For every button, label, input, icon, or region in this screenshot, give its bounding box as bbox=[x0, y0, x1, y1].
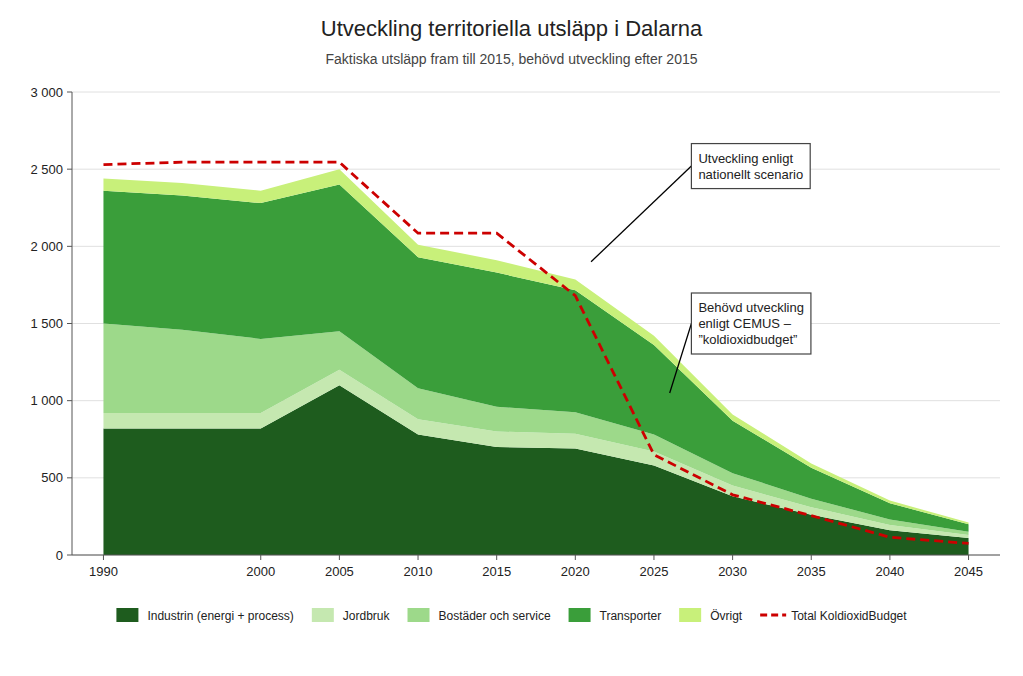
x-tick-label: 1990 bbox=[89, 564, 118, 579]
y-tick bbox=[67, 246, 72, 247]
x-tick bbox=[103, 555, 104, 560]
x-tick-label: 2035 bbox=[797, 564, 826, 579]
legend-item: Jordbruk bbox=[312, 608, 391, 623]
x-tick bbox=[418, 555, 419, 560]
y-tick-label: 1 000 bbox=[30, 393, 63, 408]
title: Utveckling territoriella utsläpp i Dalar… bbox=[321, 16, 703, 41]
y-tick bbox=[67, 323, 72, 324]
legend-swatch bbox=[408, 608, 430, 622]
annotation: Behövd utvecklingenligt CEMUS –”koldioxi… bbox=[670, 293, 811, 393]
y-tick-label: 2 000 bbox=[30, 239, 63, 254]
y-tick bbox=[67, 555, 72, 556]
grid-line bbox=[72, 169, 1000, 170]
legend-label: Bostäder och service bbox=[439, 609, 551, 623]
x-axis-line bbox=[72, 555, 1000, 556]
y-tick-label: 0 bbox=[56, 548, 63, 563]
legend-label: Industrin (energi + process) bbox=[147, 609, 293, 623]
legend: Industrin (energi + process) Jordbruk Bost… bbox=[116, 608, 907, 623]
x-tick bbox=[496, 555, 497, 560]
legend-label: Total KoldioxidBudget bbox=[791, 609, 907, 623]
x-tick-label: 2020 bbox=[561, 564, 590, 579]
legend-swatch bbox=[116, 608, 138, 622]
plot-data bbox=[103, 162, 968, 555]
annotation-text: Behövd utvecklingenligt CEMUS –”koldioxi… bbox=[698, 300, 804, 347]
x-tick bbox=[575, 555, 576, 560]
legend-label: Transporter bbox=[600, 609, 662, 623]
chart: Utveckling territoriella utsläpp i Dalar… bbox=[0, 0, 1023, 676]
area bbox=[103, 169, 968, 524]
y-tick bbox=[67, 400, 72, 401]
y-tick bbox=[67, 92, 72, 93]
annotation-arrow bbox=[670, 324, 692, 393]
x-tick-label: 2025 bbox=[640, 564, 669, 579]
x-tick-label: 2010 bbox=[404, 564, 433, 579]
line bbox=[103, 162, 968, 543]
y-tick bbox=[67, 169, 72, 170]
x-tick-label: 2045 bbox=[954, 564, 983, 579]
legend-item: Övrigt bbox=[679, 608, 743, 623]
grid-line bbox=[72, 92, 1000, 93]
y-tick-label: 2 500 bbox=[30, 162, 63, 177]
legend-item: Bostäder och service bbox=[408, 608, 551, 623]
x-tick bbox=[339, 555, 340, 560]
legend-swatch bbox=[569, 608, 591, 622]
legend-line bbox=[760, 614, 786, 617]
x-tick-label: 2000 bbox=[246, 564, 275, 579]
annotation-box bbox=[691, 293, 811, 354]
legend-label: Jordbruk bbox=[343, 609, 391, 623]
x-tick bbox=[811, 555, 812, 560]
legend-item: Total KoldioxidBudget bbox=[760, 609, 907, 623]
legend-label: Övrigt bbox=[710, 609, 743, 623]
x-tick bbox=[653, 555, 654, 560]
x-tick bbox=[889, 555, 890, 560]
annotation-box bbox=[691, 144, 810, 189]
annotation-text: Utveckling enligtnationellt scenario bbox=[698, 151, 803, 182]
x-tick bbox=[732, 555, 733, 560]
legend-swatch bbox=[312, 608, 334, 622]
y-tick bbox=[67, 477, 72, 478]
legend-swatch bbox=[679, 608, 701, 622]
y-tick-label: 500 bbox=[41, 470, 63, 485]
grid-line bbox=[72, 555, 1000, 556]
x-tick-label: 2040 bbox=[875, 564, 904, 579]
annotations: Utveckling enligtnationellt scenario Behö… bbox=[591, 144, 811, 393]
axes: 1990 2000 2005 2010 2015 2020 2025 2030 2035 2040… bbox=[30, 85, 1000, 580]
x-tick-label: 2030 bbox=[718, 564, 747, 579]
legend-item: Transporter bbox=[569, 608, 662, 623]
annotation-arrow bbox=[591, 166, 691, 262]
x-tick bbox=[260, 555, 261, 560]
grid bbox=[72, 92, 1000, 555]
x-tick-label: 2015 bbox=[482, 564, 511, 579]
annotation: Utveckling enligtnationellt scenario bbox=[591, 144, 810, 262]
x-tick bbox=[968, 555, 969, 560]
y-tick-label: 1 500 bbox=[30, 316, 63, 331]
y-tick-label: 3 000 bbox=[30, 85, 63, 100]
x-tick-label: 2005 bbox=[325, 564, 354, 579]
subtitle: Faktiska utsläpp fram till 2015, behövd … bbox=[326, 51, 698, 67]
legend-item: Industrin (energi + process) bbox=[116, 608, 293, 623]
